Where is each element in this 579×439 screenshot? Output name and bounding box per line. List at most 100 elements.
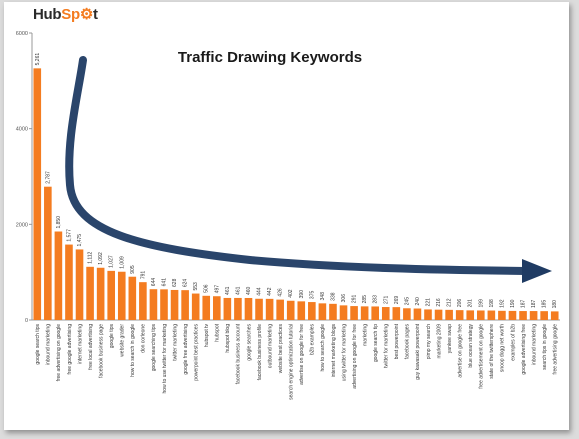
category-label: outbound marketing <box>267 324 273 368</box>
bar-value-label: 624 <box>183 279 189 288</box>
bar <box>170 289 179 320</box>
category-label: facebook business page <box>98 324 104 378</box>
category-label: yankee swap <box>447 324 453 353</box>
category-label: advertising on google for free <box>352 324 358 389</box>
category-label: facebook pages <box>405 324 411 360</box>
category-label: free advertising on google <box>56 324 62 382</box>
bar <box>86 266 94 320</box>
category-label: examples of b2b <box>510 324 516 361</box>
bar <box>96 267 105 320</box>
bar <box>181 290 189 320</box>
bar <box>318 303 327 320</box>
bar-value-label: 201 <box>468 299 474 308</box>
logo-text: Hub <box>33 6 62 23</box>
bar <box>54 231 63 320</box>
bar <box>445 309 453 320</box>
bar <box>223 297 232 320</box>
bar <box>371 306 380 320</box>
bar-value-label: 402 <box>288 289 294 298</box>
bar <box>360 306 369 320</box>
category-label: guy kawasaki powerpoint <box>415 323 421 379</box>
bar <box>75 249 84 320</box>
category-label: best powerpoint <box>394 323 400 359</box>
bar-value-label: 641 <box>162 278 168 287</box>
bar <box>33 68 42 320</box>
bar <box>498 310 506 320</box>
category-label: pimp my search <box>426 324 432 360</box>
category-label: hubspot <box>215 323 221 341</box>
bar <box>550 311 559 320</box>
category-label: google free advertising <box>183 324 189 375</box>
bar-value-label: 285 <box>362 295 368 304</box>
bar <box>413 308 422 320</box>
category-label: google search tips <box>35 324 41 365</box>
category-label: facebook business profile <box>257 324 263 381</box>
category-label: free google advertising <box>67 324 73 375</box>
bar-value-label: 199 <box>478 299 484 308</box>
bar-value-label: 185 <box>542 300 548 309</box>
category-label: hubspot tv <box>204 324 210 348</box>
bar <box>202 295 211 320</box>
bar-value-label: 1,112 <box>88 251 94 263</box>
category-label: free advertisement on google <box>479 324 485 389</box>
bar <box>339 305 348 320</box>
bar-value-label: 426 <box>278 288 284 297</box>
bar-value-label: 390 <box>299 290 305 299</box>
bar <box>350 306 358 320</box>
bar <box>128 276 137 320</box>
bar-value-label: 212 <box>447 298 453 307</box>
bar-value-label: 442 <box>267 287 273 296</box>
bar-value-label: 291 <box>352 295 358 304</box>
bar-value-label: 198 <box>489 299 495 308</box>
bar-value-label: 187 <box>521 299 527 308</box>
bar-value-label: 461 <box>235 286 241 295</box>
category-label: don corleone <box>141 324 147 353</box>
bar-value-label: 269 <box>394 296 400 305</box>
category-label: how to search google <box>320 324 326 372</box>
long-tail-arrow <box>65 56 529 275</box>
hubspot-logo: HubSp⚙t <box>33 5 98 23</box>
bar-value-label: 180 <box>552 300 558 309</box>
bar <box>381 307 390 320</box>
category-label: inbound marketing <box>46 324 52 365</box>
bar <box>297 301 306 320</box>
category-label: search tips in google <box>542 324 548 370</box>
category-label: google advertising free <box>521 324 527 375</box>
bar <box>139 282 147 320</box>
bar-value-label: 283 <box>373 295 379 304</box>
bar-value-label: 2,787 <box>45 171 51 184</box>
bar <box>508 310 517 320</box>
bar-value-label: 461 <box>225 286 231 295</box>
bar <box>529 311 538 320</box>
category-label: b2b examples <box>310 324 316 356</box>
bar-value-label: 506 <box>204 284 210 293</box>
bar-value-label: 348 <box>320 292 326 301</box>
category-label: google tips <box>109 324 115 349</box>
bar-value-label: 240 <box>415 297 421 306</box>
category-label: facebook business account <box>236 323 242 384</box>
bar <box>286 300 295 320</box>
chart-title: Traffic Drawing Keywords <box>178 49 362 66</box>
category-label: hubspot blog <box>225 324 231 353</box>
bar-value-label: 553 <box>193 282 199 291</box>
arrow-head-icon <box>522 259 552 283</box>
bar-value-label: 221 <box>426 298 432 307</box>
bar-value-label: 1,577 <box>66 229 72 242</box>
bar <box>244 297 253 320</box>
bar <box>466 310 475 320</box>
category-label: free advertising google <box>553 324 559 375</box>
bar-value-label: 791 <box>140 271 146 280</box>
bar <box>487 310 496 320</box>
bar-value-label: 905 <box>130 265 136 274</box>
category-label: website best practices <box>278 324 284 374</box>
y-tick-label: 6000 <box>16 31 28 37</box>
bar <box>476 310 485 320</box>
category-label: twitter for marketing <box>384 324 390 368</box>
bar <box>65 244 73 320</box>
category-label: internet marketing <box>77 324 83 364</box>
bar-value-label: 245 <box>404 297 410 306</box>
bar <box>265 298 274 320</box>
category-label: how to use twitter for marketing <box>162 324 168 394</box>
